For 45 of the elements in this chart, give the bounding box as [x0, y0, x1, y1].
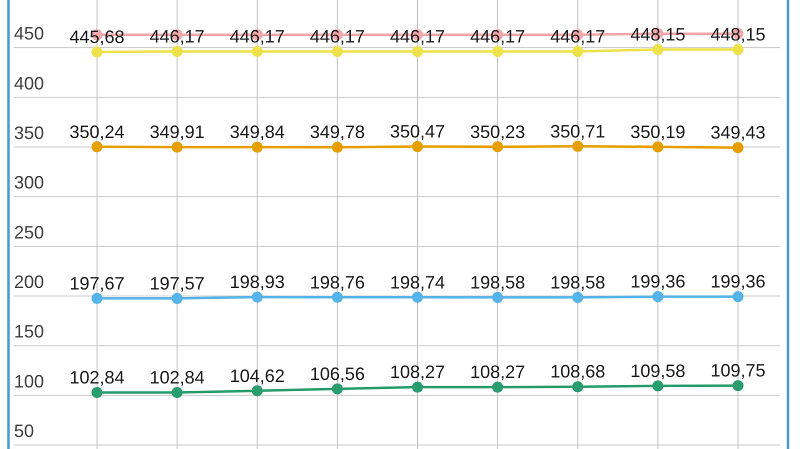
data-label: 102,84 [150, 368, 205, 388]
y-tick-label: 150 [14, 322, 44, 342]
data-label: 446,17 [310, 26, 365, 46]
data-label: 350,19 [630, 122, 686, 142]
data-label: 349,43 [710, 122, 766, 143]
data-label: 104,62 [230, 366, 285, 386]
data-label: 446,17 [550, 26, 606, 46]
data-label: 109,58 [630, 360, 686, 381]
data-label: 198,74 [390, 272, 446, 292]
data-label: 446,17 [230, 26, 285, 46]
data-label: 448,15 [630, 24, 686, 45]
data-label: 106,56 [310, 364, 365, 384]
data-label: 199,36 [630, 272, 686, 292]
data-label: 199,36 [710, 272, 766, 292]
data-label: 108,27 [390, 362, 446, 382]
data-label: 108,27 [470, 362, 526, 382]
data-label: 198,58 [550, 272, 606, 292]
y-tick-label: 50 [14, 421, 34, 442]
data-label: 108,68 [550, 362, 606, 382]
data-label: 350,23 [470, 122, 526, 142]
data-label: 349,78 [310, 122, 365, 142]
y-tick-label: 100 [14, 371, 44, 392]
y-tick-label: 400 [14, 73, 44, 94]
data-label: 448,15 [710, 24, 766, 45]
data-label: 446,17 [470, 26, 526, 46]
data-label: 350,47 [390, 122, 446, 142]
data-label: 198,93 [230, 272, 285, 292]
data-label: 198,76 [310, 272, 365, 292]
y-tick-label: 200 [14, 272, 44, 292]
y-tick-label: 250 [14, 222, 44, 242]
data-label: 446,17 [150, 26, 205, 46]
data-label: 198,58 [470, 272, 526, 292]
data-label: 350,71 [550, 121, 606, 142]
data-label: 349,84 [230, 122, 285, 142]
data-label: 446,17 [390, 26, 446, 46]
data-label: 197,67 [69, 273, 125, 294]
data-label: 350,24 [69, 122, 125, 142]
data-label: 349,91 [150, 122, 205, 142]
data-label: 445,68 [69, 26, 125, 47]
data-label: 197,57 [150, 273, 205, 294]
y-tick-label: 450 [14, 24, 44, 44]
data-label: 109,75 [710, 360, 766, 381]
data-label: 102,84 [69, 368, 125, 388]
y-tick-label: 350 [14, 123, 44, 144]
y-tick-label: 300 [14, 172, 44, 193]
